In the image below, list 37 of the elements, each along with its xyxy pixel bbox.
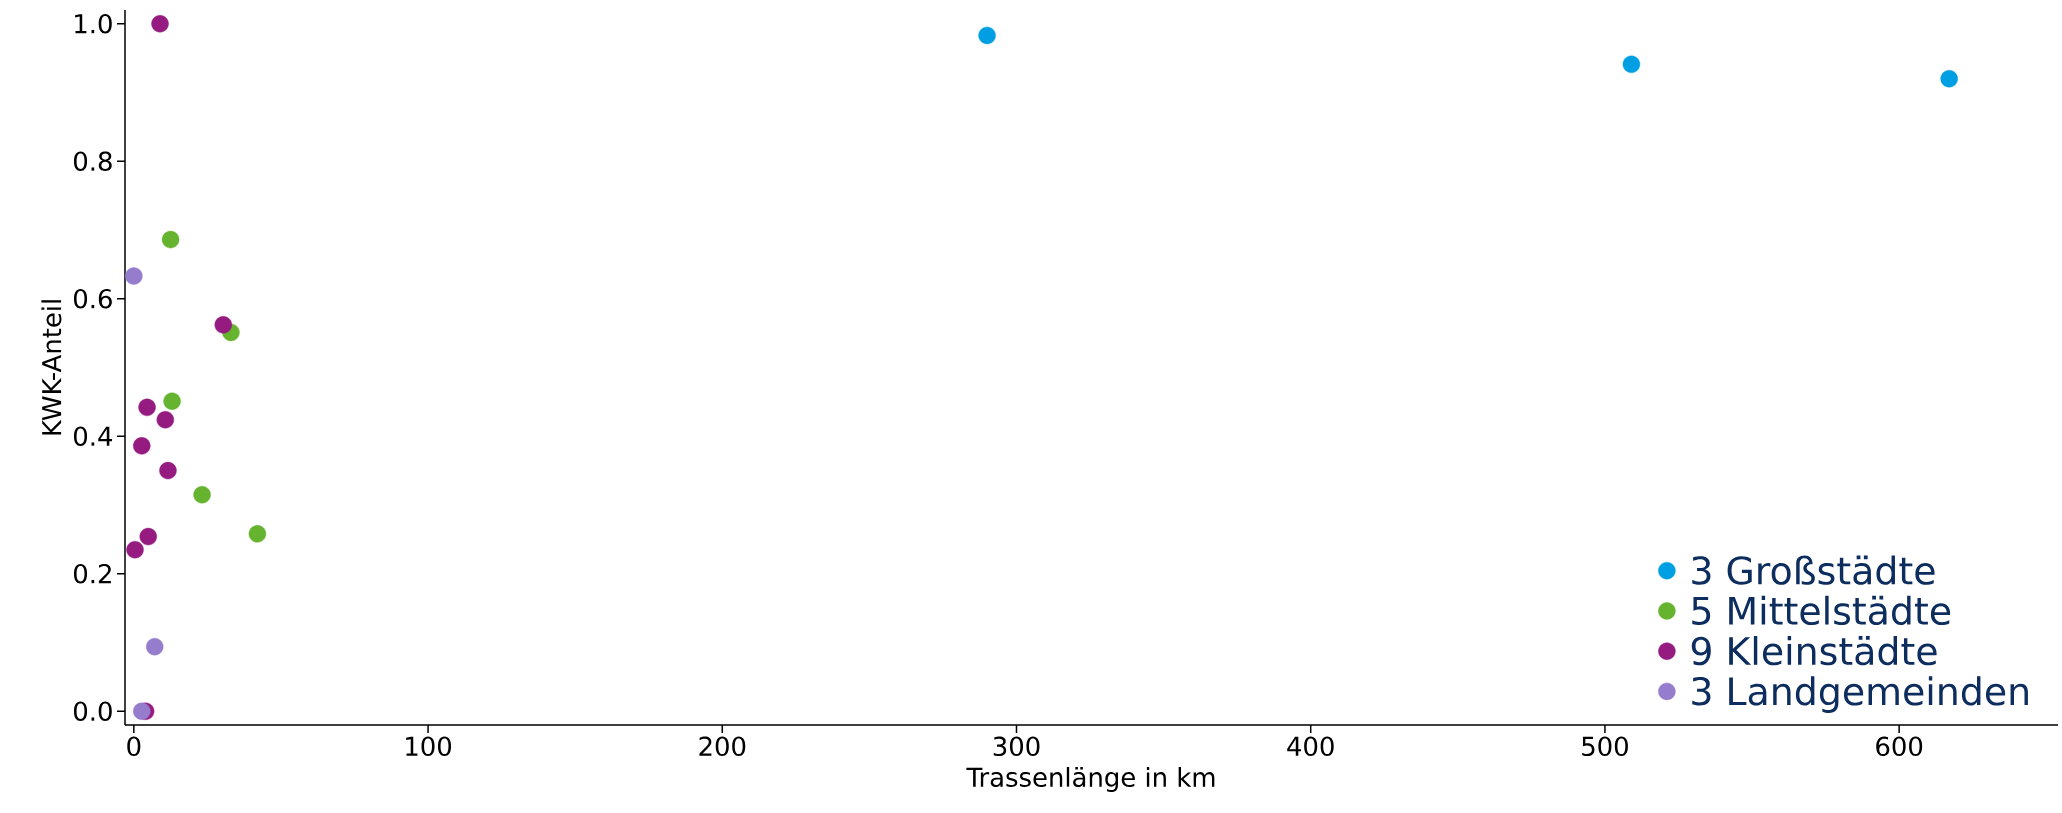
point [214, 316, 232, 334]
x-tick-label: 200 [699, 736, 746, 757]
x-tick-label: 300 [993, 736, 1040, 757]
y-tick-label: 0.6 [73, 288, 112, 309]
point [156, 411, 175, 429]
point [139, 527, 157, 546]
x-tick-label: 600 [1876, 736, 1923, 757]
point [133, 702, 151, 720]
y-tick-label: 0.8 [73, 151, 112, 172]
y-tick-label: 0.0 [73, 701, 112, 722]
x-axis-title: Trassenlänge in km [966, 766, 1215, 793]
legend-label: 5 Mittelstädte [1692, 595, 1951, 626]
legend-label: 3 Landgemeinden [1692, 676, 2028, 713]
y-tick-label: 0.2 [73, 563, 111, 584]
point [151, 15, 169, 33]
point [978, 26, 996, 45]
x-tick-label: 500 [1582, 736, 1628, 757]
point [126, 540, 144, 559]
point [159, 461, 177, 480]
x-tick-label: 0 [127, 736, 141, 757]
x-tick-label: 100 [406, 736, 452, 757]
x-tick-label: 400 [1287, 736, 1334, 757]
legend-label: 3 Großstädte [1692, 555, 1935, 585]
point [125, 267, 143, 285]
point [146, 637, 164, 656]
point [163, 392, 181, 410]
legend-label: 9 Kleinstädte [1691, 636, 1937, 666]
point [138, 398, 156, 417]
y-tick-label: 1.0 [75, 13, 112, 34]
y-axis-title: KWK-Anteil [41, 300, 62, 435]
y-tick-label: 0.4 [73, 426, 113, 447]
point [248, 525, 267, 543]
point [1940, 70, 1958, 88]
point [193, 485, 211, 504]
point [161, 230, 180, 249]
point [1622, 55, 1641, 73]
point [133, 437, 151, 455]
